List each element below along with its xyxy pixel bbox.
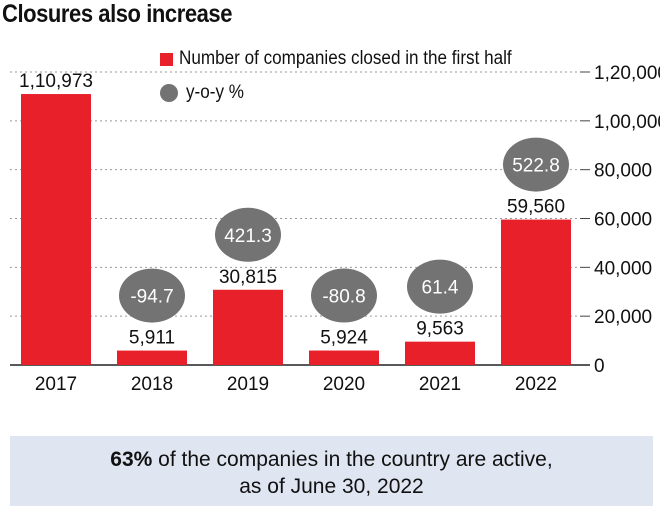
bar-value-label: 5,911 xyxy=(129,328,175,349)
bar-value-label: 5,924 xyxy=(320,328,368,349)
y-tick-label: 60,000 xyxy=(594,210,652,231)
footnote-box: 63% of the companies in the country are … xyxy=(10,436,653,506)
legend-swatch-dot xyxy=(160,84,178,102)
y-tick-label: 20,000 xyxy=(594,307,652,328)
legend-item-yoy: y-o-y % xyxy=(160,76,549,110)
bar-2018 xyxy=(117,350,187,365)
yoy-bubble-label: 522.8 xyxy=(512,156,560,177)
x-tick-label: 2017 xyxy=(35,374,77,395)
chart-title: Closures also increase xyxy=(2,0,233,28)
yoy-bubble xyxy=(215,207,281,262)
yoy-bubble xyxy=(119,268,185,323)
bar-2019 xyxy=(213,289,283,365)
y-tick-label: 80,000 xyxy=(594,161,652,182)
bar-value-label: 30,815 xyxy=(219,267,277,288)
legend-swatch-bar xyxy=(160,52,173,66)
bar-value-label: 9,563 xyxy=(416,319,464,340)
y-tick-label: 1,20,000 xyxy=(594,63,660,84)
x-tick-label: 2020 xyxy=(323,374,365,395)
y-tick-label: 0 xyxy=(594,356,605,377)
legend-item-closures: Number of companies closed in the first … xyxy=(160,42,549,76)
bar-chart: 1,10,973 5,911 30,815 5,924 9,563 59,560 -94.… xyxy=(10,63,660,395)
legend-label-closures: Number of companies closed in the first … xyxy=(179,48,512,69)
bar-2021 xyxy=(405,341,475,365)
yoy-bubble xyxy=(311,268,377,323)
bar-2020 xyxy=(309,350,379,365)
x-tick-label: 2021 xyxy=(419,374,461,395)
y-tick-label: 1,00,000 xyxy=(594,112,660,133)
footnote-line-2: as of June 30, 2022 xyxy=(239,475,424,498)
y-axis-ticks: 0 20,000 40,000 60,000 80,000 1,00,000 1,20,00… xyxy=(594,63,660,377)
legend: Number of companies closed in the first … xyxy=(160,42,549,110)
footnote-highlight: 63% xyxy=(110,448,153,471)
footnote-line-1: 63% of the companies in the country are … xyxy=(10,446,653,473)
legend-label-yoy: y-o-y % xyxy=(186,82,244,103)
yoy-bubble-label: 61.4 xyxy=(422,278,459,299)
yoy-bubbles: -94.7 421.3 -80.8 61.4 522.8 xyxy=(119,137,569,323)
x-axis-ticks: 2017 2018 2019 2020 2021 2022 xyxy=(35,374,557,395)
bar-2017 xyxy=(21,94,91,365)
x-tick-label: 2022 xyxy=(515,374,557,395)
gridlines xyxy=(10,71,590,366)
bar-2022 xyxy=(501,219,571,365)
x-tick-label: 2018 xyxy=(131,374,173,395)
bar-value-label: 59,560 xyxy=(507,197,565,218)
bars: 1,10,973 5,911 30,815 5,924 9,563 59,560 xyxy=(19,71,571,365)
yoy-bubble xyxy=(407,259,473,314)
x-tick-label: 2019 xyxy=(227,374,269,395)
y-tick-label: 40,000 xyxy=(594,258,652,279)
bar-value-label: 1,10,973 xyxy=(19,71,93,92)
yoy-bubble-label: -94.7 xyxy=(130,287,173,308)
footnote-text: of the companies in the country are acti… xyxy=(152,448,553,471)
yoy-bubble xyxy=(503,137,569,192)
yoy-bubble-label: 421.3 xyxy=(224,226,272,247)
yoy-bubble-label: -80.8 xyxy=(322,287,365,308)
